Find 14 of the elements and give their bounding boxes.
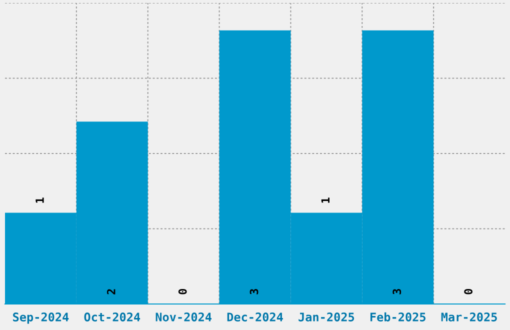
x-tick-label: Mar-2025 bbox=[441, 312, 497, 322]
x-tick-label: Dec-2024 bbox=[227, 312, 283, 322]
x-tick-label: Nov-2024 bbox=[156, 312, 212, 322]
data-label: 1 bbox=[321, 198, 330, 203]
data-label: 0 bbox=[178, 288, 187, 294]
data-label: 1 bbox=[36, 198, 44, 203]
data-label: 2 bbox=[106, 289, 116, 294]
data-label: 0 bbox=[464, 288, 473, 294]
x-tick-label: Feb-2025 bbox=[370, 312, 426, 322]
x-tick-label: Sep-2024 bbox=[13, 312, 69, 324]
x-tick-label: Jan-2025 bbox=[298, 312, 354, 322]
data-label: 3 bbox=[250, 289, 258, 294]
x-tick-label: Oct-2024 bbox=[84, 312, 140, 322]
data-label: 3 bbox=[392, 289, 402, 294]
